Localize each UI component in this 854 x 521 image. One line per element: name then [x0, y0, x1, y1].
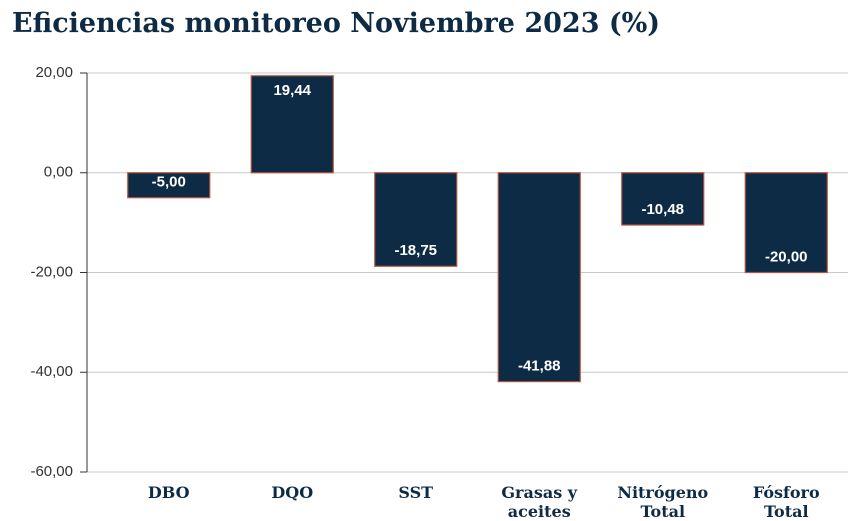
bar: [744, 172, 828, 274]
value-label: -5,00: [152, 174, 186, 191]
x-tick-label: SST: [398, 483, 434, 502]
chart-title: Eficiencias monitoreo Noviembre 2023 (%): [12, 8, 661, 39]
bar: [374, 172, 458, 267]
value-label: 19,44: [273, 82, 311, 99]
y-tick-label: -20,00: [30, 263, 73, 280]
bar: [250, 75, 334, 174]
x-tick-label: Fósforo Total: [752, 483, 820, 521]
value-label: -10,48: [641, 201, 684, 218]
x-tick-label: Grasas y aceites: [501, 483, 578, 521]
value-label: -41,88: [518, 358, 561, 375]
y-tick-label: 20,00: [35, 64, 73, 81]
x-tick-label: Nitrógeno Total: [617, 483, 709, 521]
y-tick-label: -40,00: [30, 363, 73, 380]
y-tick-label: -60,00: [30, 463, 73, 480]
y-tick-label: 0,00: [44, 164, 73, 181]
value-label: -18,75: [394, 242, 437, 259]
x-tick-label: DBO: [147, 483, 190, 502]
value-label: -20,00: [765, 248, 808, 265]
x-tick-label: DQO: [271, 483, 314, 502]
bar: [127, 172, 211, 199]
bar: [497, 172, 581, 383]
bar: [621, 172, 705, 226]
